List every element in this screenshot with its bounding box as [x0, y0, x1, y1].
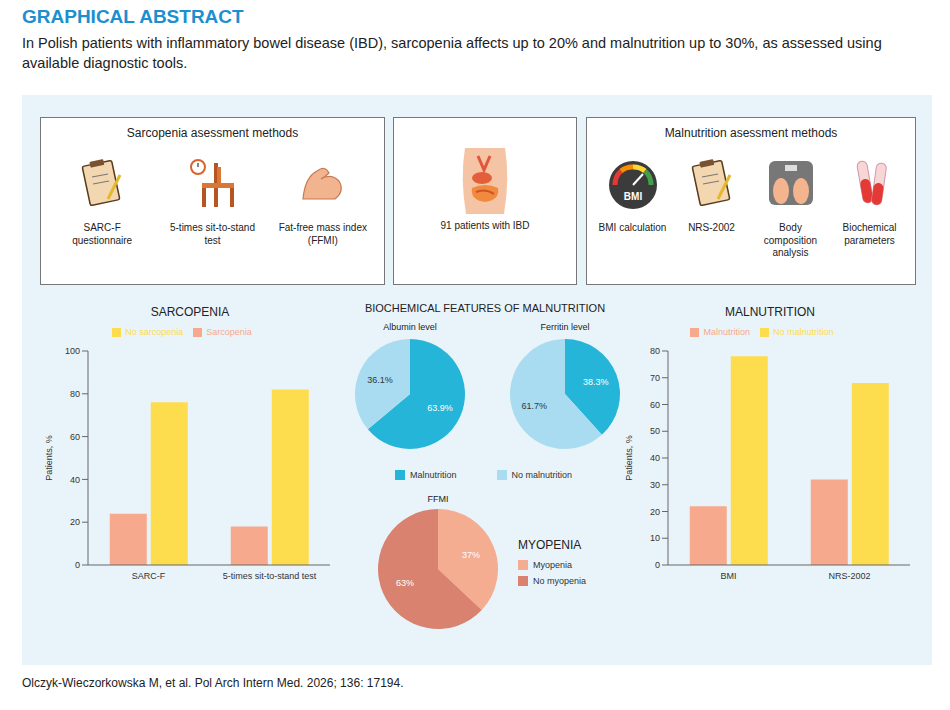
html-text:No malnutrition: No malnutrition	[773, 327, 834, 337]
html-text:SARCOPENIA: SARCOPENIA	[150, 305, 230, 319]
html-text:BMI calculation: BMI calculation	[598, 222, 667, 233]
svg-text:61.7%: 61.7%	[521, 401, 547, 411]
svg-text:20: 20	[70, 517, 80, 527]
html-text:Myopenia: Myopenia	[533, 560, 572, 570]
html-text:Biochemical parameters: Biochemical parameters	[842, 222, 897, 246]
html-text:Fat-free mass index (FFMI): Fat-free mass index (FFMI)	[278, 222, 367, 246]
svg-text:NRS-2002: NRS-2002	[828, 571, 870, 581]
html-text:MYOPENIA: MYOPENIA	[518, 538, 582, 552]
html-text:No myopenia: No myopenia	[533, 576, 586, 586]
svg-text:80: 80	[650, 346, 660, 356]
html-text:Malnutrition: Malnutrition	[410, 470, 457, 480]
svg-text:BMI: BMI	[623, 191, 642, 202]
html-text:Malnutrition asessment methods: Malnutrition asessment methods	[664, 126, 838, 140]
svg-text:0: 0	[655, 560, 660, 570]
svg-text:Patients, %: Patients, %	[44, 435, 54, 481]
svg-text:36.1%: 36.1%	[367, 375, 393, 385]
html-text:Ferritin level: Ferritin level	[540, 322, 590, 332]
html-text:Malnutrition: Malnutrition	[703, 327, 750, 337]
html-text:No sarcopenia: No sarcopenia	[125, 327, 184, 337]
html-text:FFMI: FFMI	[427, 494, 449, 504]
svg-text:SARC-F: SARC-F	[132, 571, 166, 581]
svg-text:60: 60	[650, 400, 660, 410]
svg-text:63.9%: 63.9%	[427, 403, 453, 413]
svg-text:40: 40	[650, 453, 660, 463]
html-text:NRS-2002: NRS-2002	[688, 222, 735, 233]
svg-text:37%: 37%	[462, 550, 480, 560]
svg-text:70: 70	[650, 373, 660, 383]
html-text:In Polish patients with inflam: In Polish patients with inflammatory bow…	[22, 35, 882, 71]
html-text:MALNUTRITION: MALNUTRITION	[725, 305, 815, 319]
svg-text:100: 100	[65, 346, 80, 356]
svg-text:0: 0	[75, 560, 80, 570]
svg-text:40: 40	[70, 475, 80, 485]
svg-text:5-times sit-to-stand test: 5-times sit-to-stand test	[223, 571, 317, 581]
html-text:No malnutrition: No malnutrition	[511, 470, 573, 480]
html-text:Albumin level: Albumin level	[383, 322, 437, 332]
svg-text:50: 50	[650, 426, 660, 436]
svg-text:60: 60	[70, 432, 80, 442]
html-text:5-times sit-to-stand test: 5-times sit-to-stand test	[170, 222, 255, 246]
svg-text:80: 80	[70, 389, 80, 399]
html-text:Sarcopenia: Sarcopenia	[206, 327, 252, 337]
svg-text:20: 20	[650, 507, 660, 517]
svg-text:63%: 63%	[396, 578, 414, 588]
svg-text:Patients, %: Patients, %	[624, 435, 634, 481]
svg-text:38.3%: 38.3%	[583, 377, 609, 387]
html-text:Sarcopenia asessment methods: Sarcopenia asessment methods	[126, 126, 299, 140]
html-text:SARC-F questionnaire: SARC-F questionnaire	[72, 222, 133, 246]
html-text:BIOCHEMICAL FEATURES OF MALNUT: BIOCHEMICAL FEATURES OF MALNUTRITION	[364, 302, 606, 314]
html-text:GRAPHICAL ABSTRACT: GRAPHICAL ABSTRACT	[22, 6, 244, 27]
html-text:91 patients with IBD: 91 patients with IBD	[440, 220, 530, 231]
html-text:Body composition analysis: Body composition analysis	[763, 222, 818, 258]
svg-text:30: 30	[650, 480, 660, 490]
svg-text:10: 10	[650, 533, 660, 543]
svg-text:BMI: BMI	[720, 571, 736, 581]
html-text:Olczyk-Wieczorkowska M, et al.: Olczyk-Wieczorkowska M, et al. Pol Arch …	[22, 676, 404, 690]
